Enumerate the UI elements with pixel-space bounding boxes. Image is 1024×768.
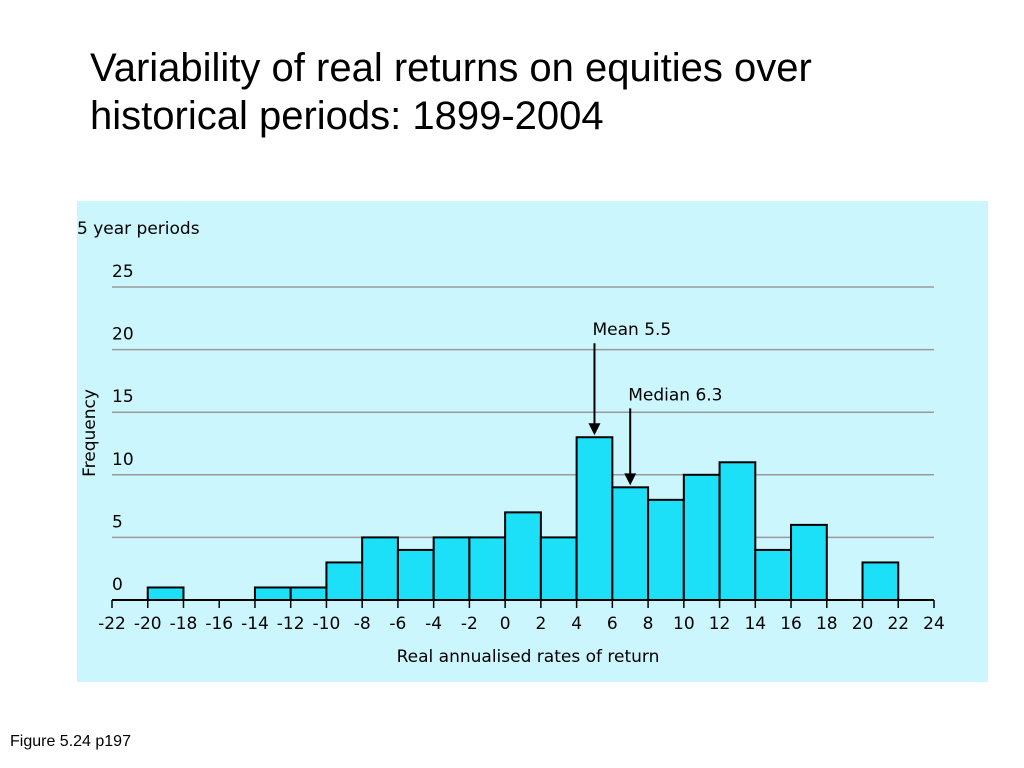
x-tick-label: 22 xyxy=(887,614,909,634)
mean-arrow-head xyxy=(588,423,601,436)
histogram-bar xyxy=(361,536,399,601)
x-tick-label: -6 xyxy=(389,614,406,634)
x-tick-label: -16 xyxy=(205,614,233,634)
x-tick-label: 18 xyxy=(816,614,838,634)
histogram-bar xyxy=(396,548,435,602)
histogram-bar xyxy=(253,586,292,602)
y-tick-label: 5 xyxy=(112,512,123,532)
histogram-bar xyxy=(754,548,793,602)
y-tick-label: 15 xyxy=(112,387,134,407)
chart-panel: 5 year periods 0 5 10 15 20 25 -22 -20 -18 -16 -14-… xyxy=(77,201,988,682)
histogram-bar xyxy=(575,436,614,601)
x-tick-label: -18 xyxy=(170,614,198,634)
slide-title: Variability of real returns on equities … xyxy=(90,44,990,140)
x-tick-label: 2 xyxy=(535,614,546,634)
histogram-bar xyxy=(468,536,507,601)
x-tick-label: 12 xyxy=(709,614,731,634)
histogram-bar xyxy=(647,498,685,601)
histogram-bar xyxy=(861,561,900,602)
histogram-bar xyxy=(325,561,364,602)
y-tick-label: 25 xyxy=(112,262,134,282)
x-axis-label: Real annualised rates of return xyxy=(397,647,660,667)
histogram-bar xyxy=(146,586,185,602)
x-tick-label: -14 xyxy=(241,614,269,634)
y-tick-label: 0 xyxy=(112,575,123,595)
x-tick-label: 10 xyxy=(673,614,695,634)
y-axis-label: Frequency xyxy=(80,389,100,477)
x-tick-label: -4 xyxy=(425,614,442,634)
x-tick-label: -12 xyxy=(277,614,305,634)
x-tick-label: 24 xyxy=(923,614,945,634)
histogram-bar xyxy=(611,486,650,602)
histogram-bar xyxy=(504,511,542,601)
x-tick-label: 6 xyxy=(607,614,618,634)
x-tick-label: 14 xyxy=(744,614,766,634)
x-tick-label: 8 xyxy=(643,614,654,634)
histogram-bar xyxy=(790,523,828,602)
histogram-bar xyxy=(539,536,578,601)
y-tick-label: 20 xyxy=(112,325,134,345)
mean-label: Mean 5.5 xyxy=(592,320,671,340)
corner-label: 5 year periods xyxy=(77,219,200,239)
histogram-bar xyxy=(432,536,471,601)
x-tick-label: 20 xyxy=(852,614,874,634)
x-tick-label: 4 xyxy=(571,614,582,634)
chart-background xyxy=(77,201,988,682)
slide-title-line-2: historical periods: 1899-2004 xyxy=(90,94,604,138)
x-tick-label: -22 xyxy=(98,614,126,634)
median-label: Median 6.3 xyxy=(628,385,722,405)
median-arrow-head xyxy=(624,473,637,486)
x-tick-label: 0 xyxy=(500,614,511,634)
x-tick-label: 16 xyxy=(780,614,802,634)
x-tick-label: -2 xyxy=(461,614,478,634)
y-tick-label: 10 xyxy=(112,450,134,470)
histogram-bar xyxy=(718,461,757,601)
x-tick-label: -10 xyxy=(313,614,341,634)
x-tick-label: -8 xyxy=(354,614,371,634)
figure-caption: Figure 5.24 p197 xyxy=(10,733,131,750)
slide-title-line-1: Variability of real returns on equities … xyxy=(90,46,812,90)
histogram-bar xyxy=(682,473,721,601)
histogram-bar xyxy=(289,586,328,602)
x-tick-label: -20 xyxy=(134,614,162,634)
